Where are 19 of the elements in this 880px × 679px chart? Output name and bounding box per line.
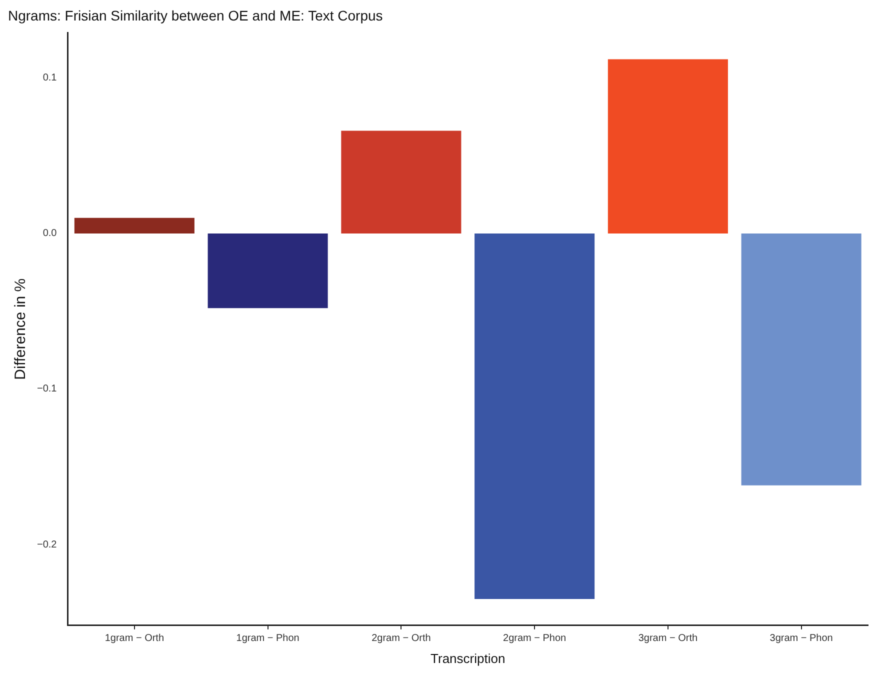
x-tick-label: 2gram − Orth: [372, 633, 431, 644]
bar: [474, 233, 595, 599]
x-tick-label: 3gram − Orth: [638, 633, 698, 644]
x-tick-label: 1gram − Phon: [236, 633, 300, 644]
y-tick-label: 0.0: [42, 228, 58, 240]
x-tick-label: 2gram − Phon: [503, 633, 566, 644]
bar: [208, 233, 328, 308]
x-tick-label: 1gram − Orth: [104, 633, 164, 644]
y-tick-label: −0.2: [36, 539, 58, 550]
bar: [74, 218, 194, 234]
y-tick-label: 0.1: [42, 72, 58, 84]
bar: [741, 233, 862, 486]
bar: [341, 130, 462, 234]
y-tick-label: −0.1: [36, 384, 58, 395]
y-axis-title: Difference in %: [12, 278, 30, 380]
x-axis-title: Transcription: [430, 650, 506, 666]
chart-title: Ngrams: Frisian Similarity between OE and ME: Text Corpus: [8, 7, 383, 24]
bar: [608, 59, 728, 234]
x-tick-label: 3gram − Phon: [770, 633, 833, 644]
